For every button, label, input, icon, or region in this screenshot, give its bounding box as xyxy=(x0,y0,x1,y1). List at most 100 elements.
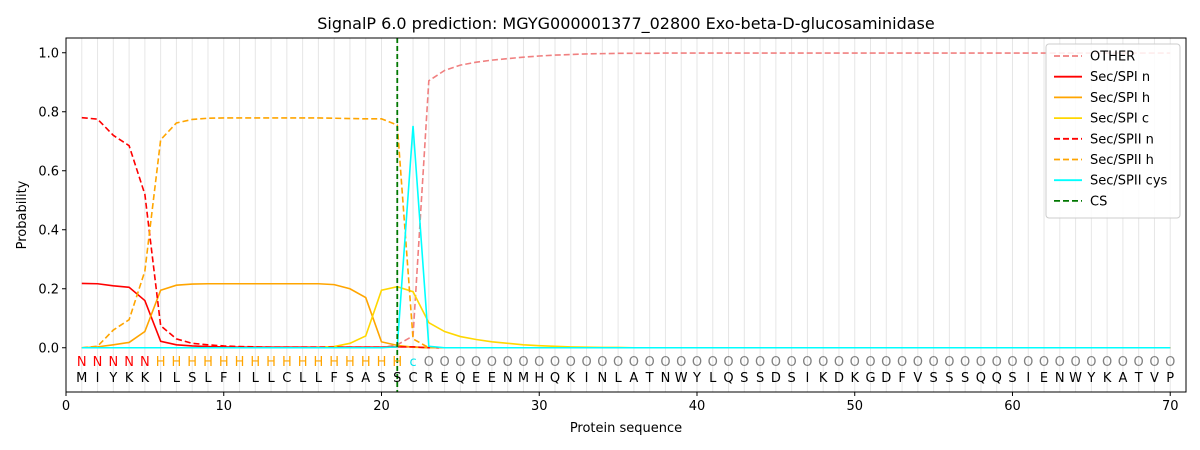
region-label: O xyxy=(676,355,686,370)
residue-label: L xyxy=(267,371,275,386)
residue-label: D xyxy=(881,371,891,386)
region-label: H xyxy=(377,355,387,370)
residue-label: S xyxy=(377,371,385,386)
region-label: O xyxy=(471,355,481,370)
region-label: O xyxy=(976,355,986,370)
region-label: O xyxy=(424,355,434,370)
region-label: H xyxy=(172,355,182,370)
chart-title: SignalP 6.0 prediction: MGYG000001377_02… xyxy=(317,14,934,34)
region-label: O xyxy=(897,355,907,370)
residue-label: Q xyxy=(976,371,986,386)
region-label: O xyxy=(487,355,497,370)
residue-label: L xyxy=(204,371,212,386)
region-label: O xyxy=(802,355,812,370)
region-label: O xyxy=(1102,355,1112,370)
legend: OTHER Sec/SPI n Sec/SPI h Sec/SPI c Sec/SPII… xyxy=(1045,43,1181,219)
region-label: H xyxy=(156,355,166,370)
residue-label: I xyxy=(805,371,809,386)
region-label: O xyxy=(645,355,655,370)
residue-label: S xyxy=(756,371,764,386)
residue-label: S xyxy=(740,371,748,386)
region-label: O xyxy=(581,355,591,370)
x-tick-label: 40 xyxy=(689,399,706,414)
residue-label: Q xyxy=(550,371,560,386)
region-label: O xyxy=(992,355,1002,370)
region-label: O xyxy=(723,355,733,370)
x-axis-label: Protein sequence xyxy=(570,421,682,436)
region-label: O xyxy=(1070,355,1080,370)
region-label: O xyxy=(455,355,465,370)
residue-label: Y xyxy=(1086,371,1095,386)
residue-label: I xyxy=(1026,371,1030,386)
region-label: N xyxy=(140,355,150,370)
legend-box xyxy=(1045,43,1181,219)
residue-label: Q xyxy=(723,371,733,386)
region-label: H xyxy=(282,355,292,370)
region-label: O xyxy=(739,355,749,370)
residue-label: D xyxy=(834,371,844,386)
region-label: H xyxy=(345,355,355,370)
region-label: O xyxy=(439,355,449,370)
series-line-1 xyxy=(81,282,1171,349)
residue-label: W xyxy=(675,371,688,386)
series-line-6 xyxy=(81,125,1171,349)
residue-label: W xyxy=(1069,371,1082,386)
residue-label: L xyxy=(252,371,260,386)
legend-label: Sec/SPI h xyxy=(1090,91,1150,106)
series-line-3 xyxy=(81,285,1171,349)
residue-label: M xyxy=(76,371,87,386)
residue-label: S xyxy=(961,371,969,386)
residue-label: A xyxy=(361,371,370,386)
region-label: O xyxy=(1023,355,1033,370)
region-label: O xyxy=(629,355,639,370)
series-lines xyxy=(81,38,1171,392)
region-label: O xyxy=(755,355,765,370)
region-label: H xyxy=(250,355,260,370)
region-label: O xyxy=(960,355,970,370)
residue-label: F xyxy=(220,371,227,386)
region-label: O xyxy=(1007,355,1017,370)
region-label: H xyxy=(266,355,276,370)
region-label: O xyxy=(944,355,954,370)
residue-label: E xyxy=(472,371,480,386)
residue-label: K xyxy=(567,371,576,386)
series-line-5 xyxy=(81,117,1171,349)
residue-label: Q xyxy=(455,371,465,386)
region-label: O xyxy=(1118,355,1128,370)
region-label: O xyxy=(550,355,560,370)
legend-label: Sec/SPI n xyxy=(1090,70,1150,85)
residue-label: N xyxy=(1055,371,1065,386)
residue-label: V xyxy=(913,371,922,386)
x-tick-label: 50 xyxy=(846,399,863,414)
series-line-4 xyxy=(81,116,1171,349)
residue-label: I xyxy=(585,371,589,386)
residue-label: V xyxy=(1150,371,1159,386)
residue-label: S xyxy=(929,371,937,386)
region-label: O xyxy=(692,355,702,370)
residue-label: L xyxy=(614,371,622,386)
region-label: N xyxy=(124,355,134,370)
y-tick-label: 0.4 xyxy=(38,223,59,238)
residue-label: K xyxy=(141,371,150,386)
region-label: O xyxy=(1165,355,1175,370)
region-label: H xyxy=(203,355,213,370)
region-label: H xyxy=(361,355,371,370)
residue-label: F xyxy=(898,371,905,386)
residue-label: K xyxy=(819,371,828,386)
region-label: O xyxy=(503,355,513,370)
region-label: O xyxy=(708,355,718,370)
legend-label: Sec/SPII h xyxy=(1090,153,1154,168)
residue-label: Y xyxy=(108,371,117,386)
region-label: O xyxy=(566,355,576,370)
residue-label: M xyxy=(518,371,529,386)
region-label: O xyxy=(928,355,938,370)
region-label: O xyxy=(597,355,607,370)
region-label: O xyxy=(1149,355,1159,370)
region-label: O xyxy=(660,355,670,370)
region-label: O xyxy=(1055,355,1065,370)
residue-label: L xyxy=(299,371,307,386)
y-tick-label: 1.0 xyxy=(38,46,59,61)
residue-label: S xyxy=(788,371,796,386)
residue-label: A xyxy=(1118,371,1127,386)
